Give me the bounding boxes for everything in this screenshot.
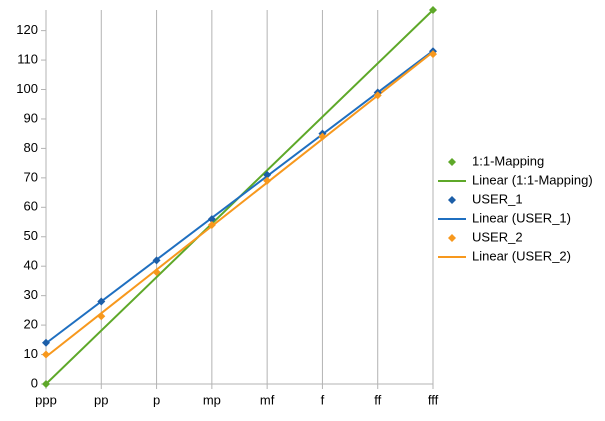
data-point xyxy=(42,338,50,347)
data-point xyxy=(152,268,161,277)
y-tick-label: 80 xyxy=(24,140,38,155)
y-tick-label: 60 xyxy=(24,199,38,214)
x-tick-label: mf xyxy=(260,392,275,407)
y-tick-label: 10 xyxy=(24,346,38,361)
legend-marker xyxy=(448,234,456,242)
legend-marker xyxy=(448,196,456,204)
y-tick-label: 40 xyxy=(24,258,38,273)
x-tick-label: pp xyxy=(94,392,108,407)
legend-label: Linear (1:1-Mapping) xyxy=(472,172,593,187)
legend-label: Linear (USER_1) xyxy=(472,210,571,225)
y-tick-label: 20 xyxy=(24,317,38,332)
x-tick-label: mp xyxy=(203,392,221,407)
data-point xyxy=(207,215,216,224)
y-tick-label: 110 xyxy=(17,52,38,67)
data-point xyxy=(263,176,272,185)
x-tick-label: p xyxy=(153,392,160,407)
y-tick-label: 0 xyxy=(31,375,38,390)
data-point xyxy=(373,91,382,100)
legend-label: USER_1 xyxy=(472,191,523,206)
y-tick-label: 50 xyxy=(24,228,38,243)
y-tick-label: 70 xyxy=(24,169,38,184)
y-tick-label: 100 xyxy=(16,81,38,96)
data-point xyxy=(152,256,161,265)
data-point xyxy=(42,380,50,388)
x-tick-label: fff xyxy=(428,392,439,407)
legend-label: USER_2 xyxy=(472,229,523,244)
data-point xyxy=(97,312,106,321)
trendline xyxy=(45,51,434,358)
trendline xyxy=(45,49,434,345)
x-tick-label: ppp xyxy=(35,392,57,407)
data-point xyxy=(207,220,216,229)
y-tick-label: 30 xyxy=(24,287,38,302)
data-point xyxy=(263,170,272,179)
legend-marker xyxy=(448,158,456,166)
data-point xyxy=(42,350,50,359)
legend-label: Linear (USER_2) xyxy=(472,248,571,263)
legend-label: 1:1-Mapping xyxy=(472,153,544,168)
y-tick-label: 90 xyxy=(24,110,38,125)
x-tick-label: f xyxy=(321,392,325,407)
y-tick-label: 120 xyxy=(16,22,38,37)
x-tick-label: ff xyxy=(374,392,381,407)
data-point xyxy=(97,297,106,306)
data-point xyxy=(318,132,327,141)
data-point xyxy=(429,50,437,59)
data-point xyxy=(429,6,437,14)
